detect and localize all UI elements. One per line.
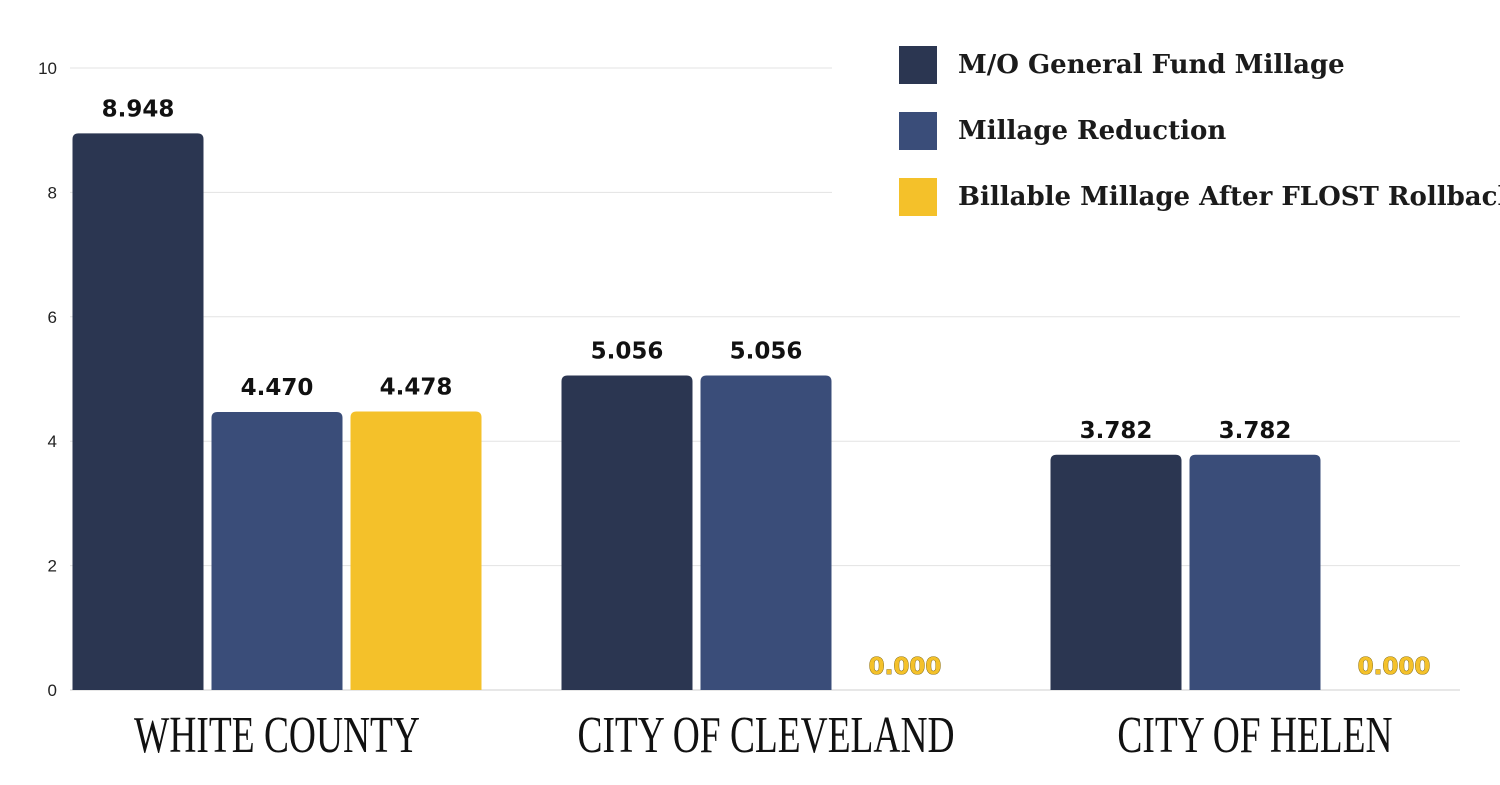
legend-swatch-2 <box>899 178 937 216</box>
bar-2-1 <box>1189 454 1321 690</box>
value-label-2-1: 3.782 <box>1219 418 1292 444</box>
value-label-0-2: 4.478 <box>380 374 453 400</box>
bar-0-2 <box>350 411 482 690</box>
legend-swatch-0 <box>899 46 937 84</box>
value-label-2-2: 0.000 <box>1358 654 1431 680</box>
category-label-2: CITY OF HELEN <box>1117 706 1392 763</box>
legend-label-2: Billable Millage After FLOST Rollback <box>958 182 1500 212</box>
category-label-0: WHITE COUNTY <box>134 706 420 763</box>
value-label-2-0: 3.782 <box>1080 418 1153 444</box>
y-tick-label-2: 2 <box>48 557 57 576</box>
y-tick-label-0: 0 <box>48 681 57 700</box>
value-label-1-0: 5.056 <box>591 339 664 365</box>
value-label-0-1: 4.470 <box>241 375 314 401</box>
bar-0-0 <box>72 133 204 691</box>
y-tick-label-6: 6 <box>48 308 57 327</box>
value-label-1-2: 0.000 <box>869 654 942 680</box>
bar-0-1 <box>211 411 343 690</box>
value-label-0-0: 8.948 <box>102 96 175 122</box>
bar-2-0 <box>1050 454 1182 690</box>
bar-1-0 <box>561 375 693 690</box>
bar-1-1 <box>700 375 832 690</box>
legend-label-1: Millage Reduction <box>958 116 1226 146</box>
y-tick-label-10: 10 <box>38 59 57 78</box>
y-tick-label-4: 4 <box>48 432 57 451</box>
category-label-1: CITY OF CLEVELAND <box>577 706 954 763</box>
y-tick-label-8: 8 <box>48 183 57 202</box>
legend-label-0: M/O General Fund Millage <box>958 50 1345 80</box>
value-label-1-1: 5.056 <box>730 339 803 365</box>
legend-swatch-1 <box>899 112 937 150</box>
